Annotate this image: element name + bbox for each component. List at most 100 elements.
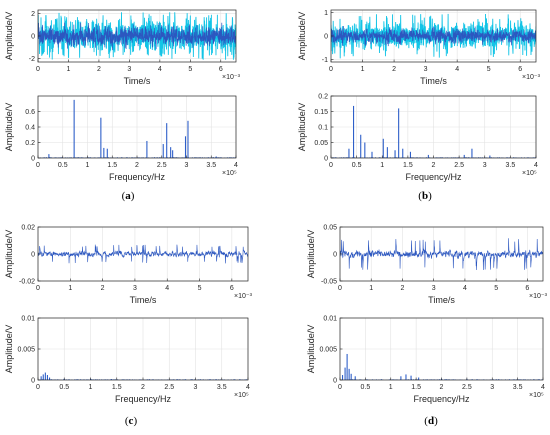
tick-label-x: 1	[369, 285, 373, 292]
tick-label-x: 5	[494, 285, 498, 292]
y-axis-label: Amplitude/V	[4, 230, 14, 279]
tick-label-x: 4	[234, 162, 238, 169]
tick-label-x: 3	[424, 66, 428, 73]
grid	[37, 96, 237, 159]
tick-label-y: -0.05	[321, 279, 337, 286]
tick-label-x: 1	[68, 285, 72, 292]
caption-paren-close: )	[428, 190, 432, 202]
tick-label-y: 2	[31, 11, 35, 18]
tick-label-y: 0.01	[21, 316, 35, 323]
y-axis-label: Amplitude/V	[297, 12, 307, 61]
x-exponent-label: ×10⁵	[522, 170, 537, 177]
tick-label-x: 0.5	[59, 384, 69, 391]
tick-label-y: 0.6	[25, 109, 35, 116]
caption-paren-close: )	[133, 415, 137, 427]
tick-label-y: 0	[324, 156, 328, 163]
tick-label-x: 0	[36, 66, 40, 73]
tick-label-x: 3.5	[506, 162, 516, 169]
tick-label-x: 0	[36, 162, 40, 169]
tick-label-y: 0	[31, 156, 35, 163]
tick-label-x: 2	[101, 285, 105, 292]
panel-caption-a: (a)	[122, 190, 135, 202]
tick-label-x: 6	[219, 66, 223, 73]
tick-labels: 0 0.5 1 1.5 2 2.5 3 3.5 4 0 0.005 0.01	[319, 316, 545, 392]
tick-label-x: 3	[133, 285, 137, 292]
tick-label-x: 3	[490, 384, 494, 391]
tick-label-x: 1	[380, 162, 384, 169]
tick-label-x: 4	[158, 66, 162, 73]
x-axis-label: Frequency/Hz	[115, 394, 172, 404]
tick-label-x: 4	[534, 162, 538, 169]
x-exponent-label: ×10⁻³	[222, 74, 241, 81]
tick-label-x: 1.5	[107, 162, 117, 169]
chart-c-freq: 0 0.5 1 1.5 2 2.5 3 3.5 4 0 0.005 0.01 ×10⁵ Frequency…	[4, 316, 250, 405]
x-axis-label: Frequency/Hz	[405, 172, 462, 182]
tick-label-x: 1	[389, 384, 393, 391]
x-exponent-label: ×10⁻³	[529, 293, 548, 300]
caption-paren-close: )	[434, 415, 438, 427]
tick-label-x: 2.5	[157, 162, 167, 169]
tick-label-y: 0.02	[21, 225, 35, 232]
grid	[339, 317, 544, 381]
y-axis-label: Amplitude/V	[297, 103, 307, 152]
x-exponent-label: ×10⁵	[222, 170, 237, 177]
data-area	[331, 13, 536, 59]
tick-label-x: 2	[440, 384, 444, 391]
chart-d-freq: 0 0.5 1 1.5 2 2.5 3 3.5 4 0 0.005 0.01 ×10⁵ Frequency…	[306, 316, 545, 405]
tick-label-y: 0.4	[25, 125, 35, 132]
tick-label-x: 1	[89, 384, 93, 391]
data-area	[340, 353, 543, 380]
tick-labels: 0 0.5 1 1.5 2 2.5 3 3.5 4 0 0.2 0.4 0.6	[25, 109, 238, 169]
tick-label-y: 1	[324, 10, 328, 17]
y-axis-label: Amplitude/V	[306, 325, 316, 374]
x-axis-label: Frequency/Hz	[413, 394, 470, 404]
data-area	[38, 372, 248, 380]
tick-label-x: 1.5	[112, 384, 122, 391]
chart-b-freq: 0 0.5 1 1.5 2 2.5 3 3.5 4 0 0.05 0.1 0.15 0.2 ×10⁵ Freq…	[297, 94, 538, 183]
tick-label-y: 0.15	[314, 109, 328, 116]
data-area	[38, 12, 236, 60]
tick-label-x: 6	[518, 66, 522, 73]
caption-letter: d	[428, 415, 434, 427]
x-axis-label: Time/s	[428, 295, 455, 305]
tick-label-x: 1	[67, 66, 71, 73]
x-axis-label: Time/s	[130, 295, 157, 305]
x-axis-label: Time/s	[420, 76, 447, 86]
tick-label-x: 6	[230, 285, 234, 292]
tick-label-y: 0.2	[25, 140, 35, 147]
tick-label-y: 0.05	[314, 140, 328, 147]
panel-caption-b: (b)	[418, 190, 432, 202]
tick-label-x: 2	[432, 162, 436, 169]
y-axis-label: Amplitude/V	[306, 230, 316, 279]
caption-paren-open: (	[418, 190, 422, 202]
tick-label-y: -2	[29, 56, 35, 63]
tick-label-x: 4	[455, 66, 459, 73]
tick-label-y: 0	[31, 252, 35, 259]
panel-caption-c: (c)	[125, 415, 138, 427]
tick-label-x: 4	[246, 384, 250, 391]
x-exponent-label: ×10⁻³	[522, 74, 541, 81]
tick-label-x: 6	[525, 285, 529, 292]
tick-label-y: 0	[31, 378, 35, 385]
tick-label-x: 3	[127, 66, 131, 73]
grid	[37, 317, 249, 381]
tick-label-x: 3.5	[513, 384, 523, 391]
tick-label-x: 0.5	[361, 384, 371, 391]
tick-label-x: 3	[185, 162, 189, 169]
tick-labels: 0 0.5 1 1.5 2 2.5 3 3.5 4 0 0.005 0.01	[17, 316, 250, 392]
tick-label-x: 2.5	[462, 384, 472, 391]
x-axis-label: Time/s	[124, 76, 151, 86]
tick-label-y: 0.005	[17, 347, 35, 354]
tick-label-x: 1.5	[411, 384, 421, 391]
tick-label-x: 2.5	[164, 384, 174, 391]
tick-label-x: 1	[361, 66, 365, 73]
tick-label-y: 0	[333, 252, 337, 259]
tick-label-x: 2.5	[454, 162, 464, 169]
tick-label-x: 3.5	[206, 162, 216, 169]
